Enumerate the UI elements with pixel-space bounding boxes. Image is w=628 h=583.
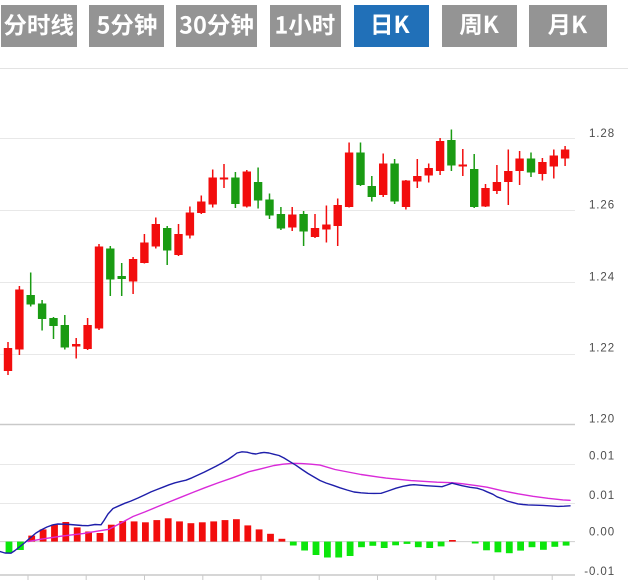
svg-text:0.01: 0.01 (589, 490, 615, 502)
svg-text:0.00: 0.00 (589, 526, 615, 538)
svg-text:1.26: 1.26 (589, 200, 615, 212)
svg-text:1.20: 1.20 (589, 414, 615, 426)
svg-text:1.24: 1.24 (589, 271, 615, 283)
svg-text:1.28: 1.28 (589, 128, 615, 140)
svg-text:-0.01: -0.01 (584, 566, 615, 578)
svg-text:1.22: 1.22 (589, 342, 615, 354)
svg-text:0.01: 0.01 (589, 450, 615, 462)
